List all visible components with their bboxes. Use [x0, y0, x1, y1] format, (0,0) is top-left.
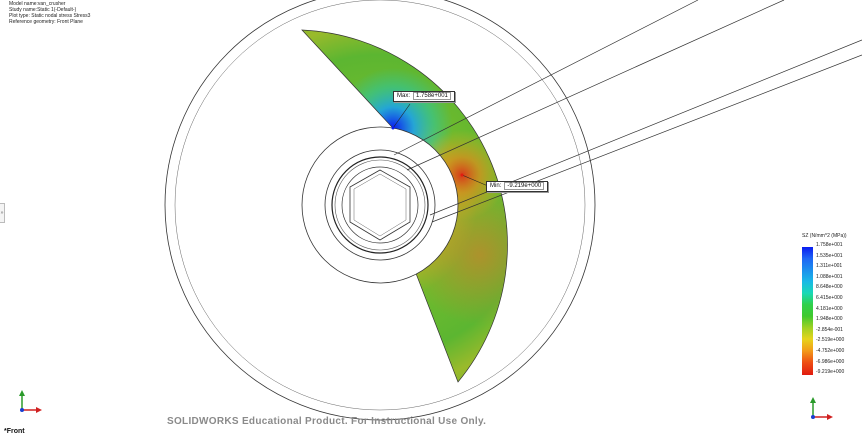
legend-value: 1.948e+000: [816, 316, 843, 323]
model-info: Model name:van_crusher Study name:Static…: [9, 1, 90, 25]
legend-value: 1.088e+001: [816, 273, 843, 280]
max-marker: [391, 126, 395, 130]
legend-value: -9.219e+000: [816, 369, 845, 376]
max-annotation[interactable]: Max: 1.758e+001: [393, 91, 455, 102]
view-orientation-label: *Front: [4, 428, 25, 435]
legend-value: 6.415e+000: [816, 295, 843, 301]
hub: [301, 126, 459, 284]
legend-value: 1.311e+001: [816, 263, 843, 270]
legend-value: -2.854e-001: [816, 326, 843, 333]
study-name: Study name:Static 1(-Default-): [9, 7, 77, 13]
legend-color-bar[interactable]: [802, 247, 813, 375]
legend-title: SZ (N/mm^2 (MPa)): [802, 233, 847, 239]
hex-socket: [349, 169, 411, 241]
legend-value: -2.519e+000: [816, 337, 845, 344]
part-outline: [164, 0, 596, 421]
legend-value: 8.648e+000: [816, 284, 843, 291]
reference-geometry: Reference geometry: Front Plane: [9, 19, 83, 25]
plot-type: Plot type: Static nodal stress Stress3: [9, 13, 91, 19]
educational-watermark: SOLIDWORKS Educational Product. For Inst…: [167, 416, 487, 427]
max-value: 1.758e+001: [413, 92, 451, 100]
legend-value: 1.758e+001: [816, 242, 843, 248]
max-label: Max:: [397, 93, 411, 99]
min-value: -9.219e+000: [504, 182, 545, 190]
legend-value: -6.986e+000: [816, 358, 845, 365]
model-name: Model name:van_crusher: [9, 1, 66, 7]
triad-left: [19, 390, 42, 413]
min-annotation[interactable]: Min: -9.219e+000: [486, 181, 549, 192]
min-label: Min:: [490, 183, 502, 189]
legend-value: 4.181e+000: [816, 305, 843, 312]
annotation-leaders: [392, 103, 489, 187]
legend-value: 1.535e+001: [816, 252, 843, 259]
panel-expand-handle[interactable]: »: [0, 203, 5, 223]
legend-value: -4.752e+000: [816, 348, 845, 354]
triad-right: [810, 397, 833, 420]
min-marker: [460, 173, 464, 177]
